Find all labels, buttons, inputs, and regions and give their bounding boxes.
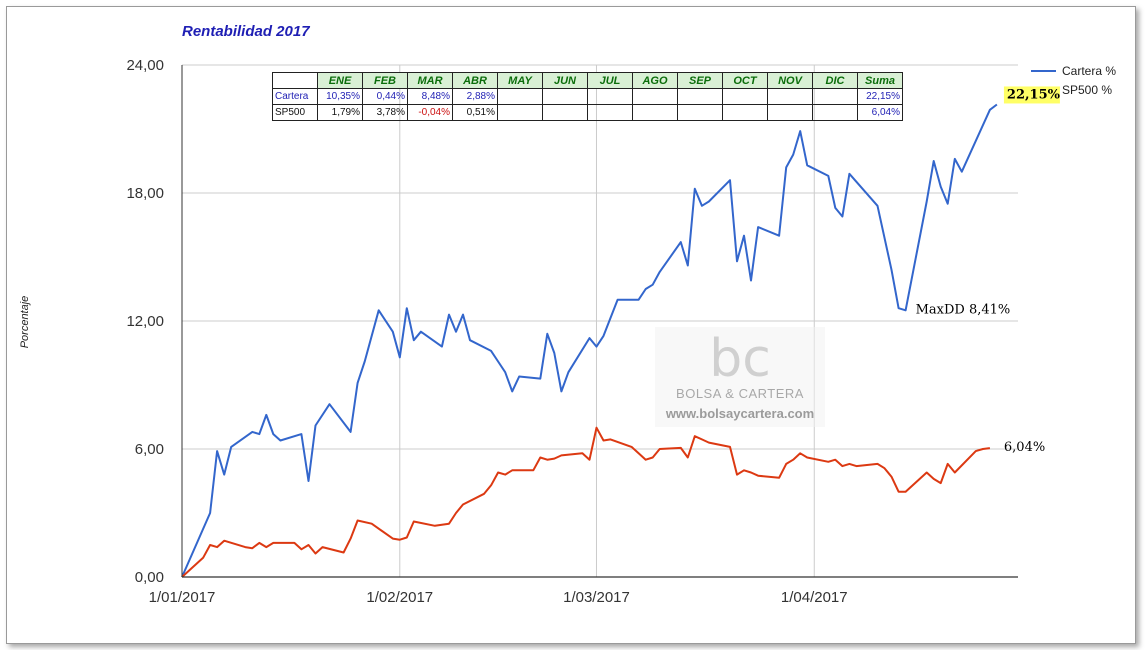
- table-cell: 10,35%: [317, 88, 363, 105]
- annotation-label: MaxDD 8,41%: [916, 302, 1011, 317]
- table-cell: 22,15%: [857, 88, 903, 105]
- watermark-name: BOLSA & CARTERA: [676, 386, 804, 401]
- annotation-label: 6,04%: [1004, 440, 1045, 455]
- table-cell: 1,79%: [317, 104, 363, 121]
- monthly-returns-table: ENE FEB MAR ABR MAY JUN JUL AGO SEP OCT NOV DIC Suma…: [272, 72, 903, 121]
- table-cell: 0,51%: [452, 104, 498, 121]
- table-cell: [587, 88, 633, 105]
- table-header-cell: NOV: [767, 72, 813, 89]
- table-row: Cartera 10,35% 0,44% 8,48% 2,88% 22,15%: [272, 88, 903, 105]
- table-cell: [722, 88, 768, 105]
- watermark-url: www.bolsaycartera.com: [665, 406, 814, 421]
- table-cell: [767, 104, 813, 121]
- axes: [181, 65, 1018, 578]
- table-cell: [812, 104, 858, 121]
- table-header-cell: DIC: [812, 72, 858, 89]
- table-cell: 0,44%: [362, 88, 408, 105]
- x-axis-ticks: 1/01/2017 1/02/2017 1/03/2017 1/04/2017: [149, 589, 848, 606]
- table-cell: [677, 104, 723, 121]
- y-tick-label: 0,00: [135, 569, 164, 586]
- legend-entry: SP500 %: [1062, 83, 1112, 97]
- table-header-cell: MAR: [407, 72, 453, 89]
- y-axis-label: Porcentaje: [19, 296, 31, 349]
- table-cell: 3,78%: [362, 104, 408, 121]
- series-line-sp500: [181, 426, 991, 578]
- table-header-cell: AGO: [632, 72, 678, 89]
- table-corner: [272, 72, 318, 89]
- table-header-cell: ENE: [317, 72, 363, 89]
- y-tick-label: 24,00: [126, 57, 164, 74]
- annotation-highlight: [1003, 86, 1060, 104]
- legend-entry: Cartera %: [1062, 64, 1116, 78]
- y-axis-ticks: 0,00 6,00 12,00 18,00 24,00: [126, 57, 164, 586]
- watermark: bc BOLSA & CARTERA www.bolsaycartera.com: [655, 327, 825, 427]
- table-header-cell: JUL: [587, 72, 633, 89]
- table-header-cell: SEP: [677, 72, 723, 89]
- table-cell: [497, 104, 543, 121]
- annotations: 22,15% MaxDD 8,41% 6,04%: [916, 86, 1061, 455]
- y-tick-label: 12,00: [126, 313, 164, 330]
- x-tick-label: 1/04/2017: [781, 589, 848, 606]
- table-cell: [542, 88, 588, 105]
- legend: Cartera % SP500 %: [1031, 64, 1116, 97]
- table-row-label: SP500: [272, 104, 318, 121]
- table-header-cell: OCT: [722, 72, 768, 89]
- table-cell: [497, 88, 543, 105]
- series-line-cartera: [181, 103, 998, 578]
- table-header-cell: ABR: [452, 72, 498, 89]
- table-row-label: Cartera: [272, 88, 318, 105]
- table-cell: [767, 88, 813, 105]
- y-tick-label: 18,00: [126, 185, 164, 202]
- table-header-cell: JUN: [542, 72, 588, 89]
- table-cell: [632, 88, 678, 105]
- table-cell: [812, 88, 858, 105]
- annotation-label: 22,15%: [1007, 87, 1061, 102]
- x-tick-label: 1/02/2017: [366, 589, 433, 606]
- table-header-cell: MAY: [497, 72, 543, 89]
- table-row: SP500 1,79% 3,78% -0,04% 0,51% 6,04%: [272, 104, 903, 121]
- x-tick-label: 1/03/2017: [563, 589, 630, 606]
- table-cell: [722, 104, 768, 121]
- table-header-row: ENE FEB MAR ABR MAY JUN JUL AGO SEP OCT NOV DIC Suma: [272, 72, 903, 89]
- x-tick-label: 1/01/2017: [149, 589, 216, 606]
- watermark-logo: bc: [709, 329, 771, 389]
- table-cell: [677, 88, 723, 105]
- table-cell: 8,48%: [407, 88, 453, 105]
- table-header-cell: FEB: [362, 72, 408, 89]
- table-cell: -0,04%: [407, 104, 453, 121]
- grid-lines: [182, 64, 1018, 577]
- table-cell: [587, 104, 633, 121]
- table-cell: [542, 104, 588, 121]
- table-header-cell: Suma: [857, 72, 903, 89]
- table-cell: [632, 104, 678, 121]
- watermark-background: [655, 327, 825, 427]
- table-cell: 6,04%: [857, 104, 903, 121]
- table-cell: 2,88%: [452, 88, 498, 105]
- series-lines: [181, 103, 998, 578]
- y-tick-label: 6,00: [135, 441, 164, 458]
- chart-title: Rentabilidad 2017: [182, 23, 310, 40]
